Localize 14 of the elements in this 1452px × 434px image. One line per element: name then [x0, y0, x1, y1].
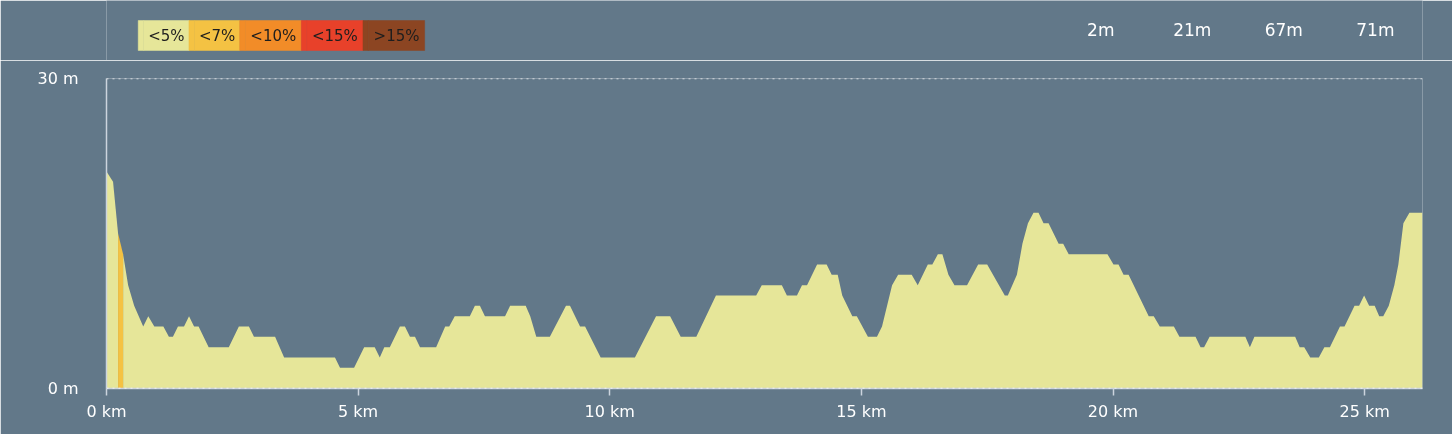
legend-label: >15% — [373, 26, 420, 45]
y-tick-label: 0 m — [47, 379, 79, 398]
x-tick-label: 0 km — [86, 401, 127, 421]
text: 71m — [1356, 19, 1395, 40]
text: 67m — [1264, 19, 1303, 40]
x-tick-label: 25 km — [1339, 401, 1390, 421]
text: 21m — [1173, 19, 1212, 40]
text: 2m — [1087, 19, 1115, 40]
x-tick-label: 5 km — [338, 401, 379, 421]
legend-label: <5% — [148, 26, 185, 45]
y-tick-label: 30 m — [37, 69, 79, 88]
x-tick-label: 15 km — [836, 401, 887, 421]
x-tick-label: 10 km — [584, 401, 635, 421]
x-tick-label: 20 km — [1087, 401, 1139, 421]
